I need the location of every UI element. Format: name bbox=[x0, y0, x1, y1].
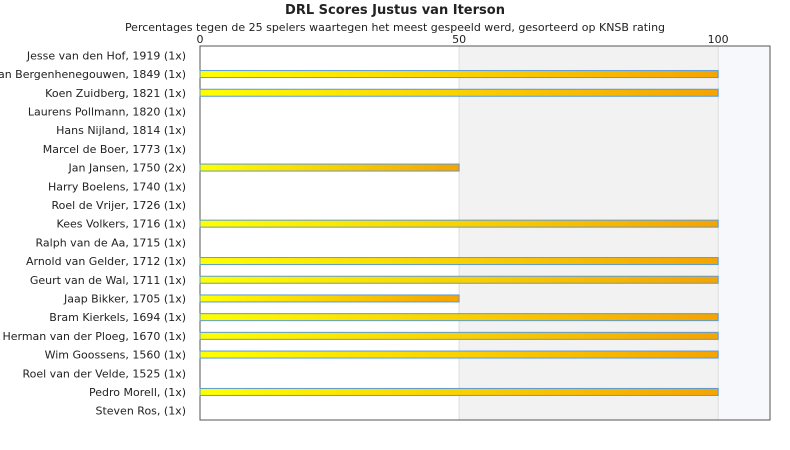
category-label: Harry Boelens, 1740 (1x) bbox=[48, 180, 186, 193]
bar bbox=[199, 294, 460, 303]
bar bbox=[199, 350, 719, 359]
x-tick-label: 0 bbox=[197, 33, 204, 46]
category-label: Hans Nijland, 1814 (1x) bbox=[56, 124, 186, 137]
bar bbox=[199, 257, 719, 266]
category-label: Geurt van de Wal, 1711 (1x) bbox=[30, 274, 186, 287]
x-tick-label: 100 bbox=[708, 33, 729, 46]
category-label: Jaap Bikker, 1705 (1x) bbox=[63, 292, 186, 305]
category-label: Marcel de Boer, 1773 (1x) bbox=[43, 143, 186, 156]
category-label: Kees Volkers, 1716 (1x) bbox=[57, 218, 186, 231]
category-label: Ralph van de Aa, 1715 (1x) bbox=[36, 236, 186, 249]
bar bbox=[199, 163, 460, 172]
chart-title: DRL Scores Justus van Iterson bbox=[285, 3, 505, 18]
chart-subtitle: Percentages tegen de 25 spelers waartege… bbox=[124, 21, 666, 34]
category-label: Jesse van den Hof, 1919 (1x) bbox=[26, 49, 186, 62]
category-label: Koen Zuidberg, 1821 (1x) bbox=[45, 87, 186, 100]
bar bbox=[199, 219, 719, 228]
bar bbox=[199, 313, 719, 322]
category-label: Roel van der Velde, 1525 (1x) bbox=[22, 367, 186, 380]
category-label: Wim Goossens, 1560 (1x) bbox=[45, 349, 186, 362]
bar bbox=[199, 275, 719, 284]
category-label: Pedro Morell, (1x) bbox=[89, 386, 186, 399]
category-label: Herman van der Ploeg, 1670 (1x) bbox=[2, 330, 186, 343]
category-label: Arnold van Gelder, 1712 (1x) bbox=[26, 255, 186, 268]
bar bbox=[199, 387, 719, 396]
bar bbox=[199, 331, 719, 340]
plot-band bbox=[459, 46, 719, 420]
category-label: Jan Jansen, 1750 (2x) bbox=[68, 162, 186, 175]
category-label: Roel de Vrijer, 1726 (1x) bbox=[52, 199, 186, 212]
category-label: van Bergenhenegouwen, 1849 (1x) bbox=[0, 68, 186, 81]
x-tick-label: 50 bbox=[452, 33, 466, 46]
bar bbox=[199, 88, 719, 97]
plot-frame bbox=[199, 45, 771, 421]
category-label: Laurens Pollmann, 1820 (1x) bbox=[28, 105, 186, 118]
plot-band bbox=[718, 46, 770, 420]
category-label: Steven Ros, (1x) bbox=[95, 405, 186, 418]
category-label: Bram Kierkels, 1694 (1x) bbox=[49, 311, 186, 324]
bar bbox=[199, 70, 719, 79]
